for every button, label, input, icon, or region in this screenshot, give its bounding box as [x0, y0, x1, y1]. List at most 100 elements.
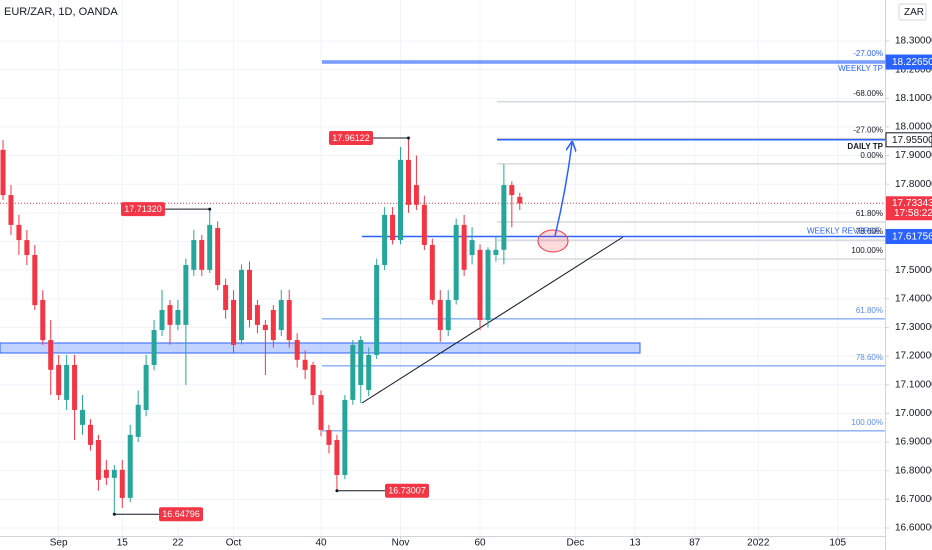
candle-body: [413, 185, 419, 205]
annotation-box: [329, 131, 373, 146]
trend-line: [361, 236, 624, 404]
x-tick-label: Oct: [226, 538, 242, 549]
levels: -27.00% -68.00% -27.00% 0.00% 61.80% 78.60% 10…: [0, 49, 885, 432]
candle-body: [246, 269, 252, 320]
price-tag-label: 18.22650: [892, 57, 932, 68]
candle-body: [87, 424, 93, 445]
candle-body: [80, 409, 86, 425]
y-tick-label: 16.80000: [895, 465, 932, 476]
currency-label[interactable]: ZAR: [904, 7, 924, 18]
candle-body: [398, 159, 404, 241]
candle-body: [421, 204, 427, 245]
candle-body: [302, 359, 308, 370]
candle-body: [453, 224, 459, 300]
candle-body: [326, 430, 332, 445]
candle-body: [493, 249, 499, 255]
current-price-tag: [886, 196, 932, 221]
candle-body: [231, 299, 237, 345]
reversal-marker: [537, 229, 569, 253]
price-tag-label: 17.95500: [892, 135, 932, 146]
candle-body: [270, 309, 276, 341]
candle-body: [0, 149, 6, 196]
candle-body: [485, 249, 491, 320]
annotation-box: [159, 507, 203, 522]
candle-body: [159, 309, 165, 331]
candle-body: [477, 249, 483, 320]
candle-body: [56, 364, 62, 396]
candle-body: [16, 224, 22, 241]
y-tick-label: 17.80000: [895, 179, 932, 190]
y-tick-label: 17.00000: [895, 408, 932, 419]
annotation-label: 16.64796: [162, 509, 200, 519]
candle-body: [334, 440, 340, 475]
y-tick-label: 17.40000: [895, 293, 932, 304]
candle-body: [358, 340, 364, 386]
axes: 16.60000 16.70000 16.80000 16.90000 17.00000…: [50, 36, 932, 549]
annotation-label: 17.96122: [332, 133, 370, 143]
target-label: DAILY TP: [847, 142, 883, 151]
candle-body: [294, 340, 300, 360]
candle-body: [405, 159, 411, 205]
price-tag: [885, 54, 932, 70]
price-tag: [885, 228, 932, 244]
candle-body: [207, 224, 213, 270]
candle-body: [437, 299, 443, 331]
candle-body: [95, 440, 101, 480]
y-tick-label: 17.90000: [895, 150, 932, 161]
annotation-label: 17.71320: [124, 204, 162, 214]
candle-body: [517, 196, 523, 204]
fib-label: 78.60%: [856, 353, 883, 362]
fib-label: 0.00%: [860, 151, 883, 160]
x-tick-label: Nov: [392, 538, 410, 549]
candle-body: [175, 309, 181, 325]
price-tag: [885, 132, 932, 148]
x-tick-label: 22: [172, 538, 184, 549]
x-tick-label: 13: [629, 538, 641, 549]
candle-body: [278, 299, 284, 331]
candle-body: [40, 299, 46, 341]
y-tick-label: 16.70000: [895, 494, 932, 505]
x-tick-label: 105: [829, 538, 846, 549]
candle-body: [445, 299, 451, 331]
chart-title: EUR/ZAR, 1D, OANDA: [4, 6, 118, 18]
annotation-label: 16.73007: [388, 486, 426, 496]
current-price-label: 17.73343: [892, 198, 932, 209]
fib-label: 100.00%: [851, 418, 883, 427]
candle-body: [48, 340, 54, 370]
candle-body: [72, 364, 78, 410]
currency-button[interactable]: [898, 3, 927, 21]
candle-body: [509, 185, 515, 196]
fib-label: 61.80%: [856, 306, 883, 315]
candle-body: [461, 224, 467, 270]
candle-body: [223, 285, 229, 310]
countdown-label: 17:58:22: [894, 208, 932, 219]
fib-label: 78.60%: [856, 227, 883, 236]
annotations: 17.96122 17.71320 16.64796 16.73007: [112, 131, 429, 522]
x-tick-label: 60: [474, 538, 486, 549]
annotation-dot: [406, 136, 410, 140]
candle-body: [262, 324, 268, 331]
x-tick-label: Sep: [50, 538, 68, 549]
candle-body: [286, 299, 292, 341]
annotation-dot: [112, 512, 116, 516]
candle-body: [239, 269, 245, 341]
candle-body: [429, 244, 435, 300]
x-tick-label: 2022: [747, 538, 770, 549]
candle-body: [151, 330, 157, 365]
fib-label: 100.00%: [851, 246, 883, 255]
y-tick-label: 18.00000: [895, 122, 932, 133]
candle-body: [103, 469, 109, 478]
y-tick-label: 17.50000: [895, 265, 932, 276]
target-label: WEEKLY REVERSE: [807, 227, 880, 236]
candle-body: [183, 264, 189, 325]
fib-label: -27.00%: [853, 125, 883, 134]
y-tick-label: 17.20000: [895, 351, 932, 362]
candle-body: [501, 185, 507, 250]
x-tick-label: Dec: [567, 538, 585, 549]
candle-body: [191, 240, 197, 270]
candle-body: [32, 254, 38, 306]
candle-body: [310, 364, 316, 396]
candle-body: [119, 469, 125, 498]
